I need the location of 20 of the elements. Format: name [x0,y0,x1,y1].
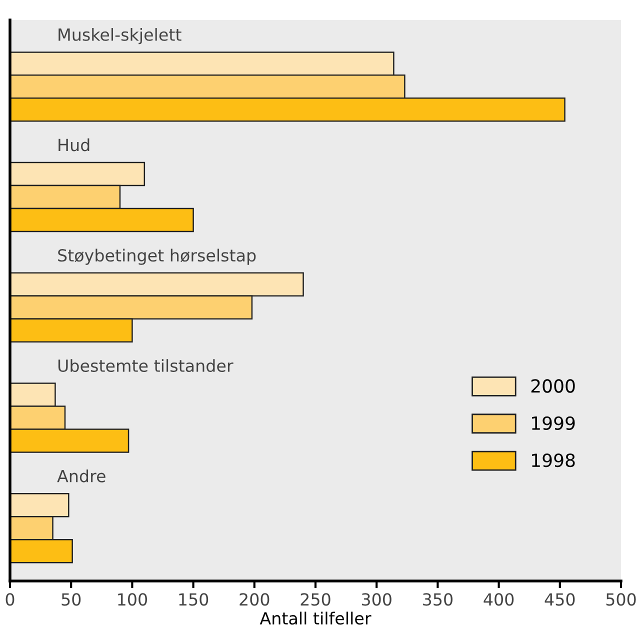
x-tick-label: 300 [362,593,392,606]
x-tick-label: 50 [62,593,81,606]
x-tick-label: 350 [423,593,452,606]
y-tick-label: Støybetinget hørselstap [58,248,256,265]
legend-label: 2000 [531,379,575,393]
x-tick-label: 450 [544,593,575,606]
x-tick-label: 500 [606,593,636,606]
y-tick-label: Muskel-skjelett [58,28,182,44]
x-tick-label: 250 [300,593,330,606]
x-axis-title: Antall tilfeller [260,612,372,625]
x-tick-label: 100 [118,593,147,606]
x-tick-label: 150 [179,593,208,606]
legend-label: 1999 [532,416,575,430]
x-tick-label: 200 [240,593,270,606]
legend-label: 1998 [532,453,575,468]
y-tick-label: Hud [58,138,90,152]
x-tick-label: 0 [6,593,14,606]
y-tick-label: Ubestemte tilstander [58,359,234,372]
y-tick-label: Andre [57,469,106,482]
x-tick-label: 400 [484,593,514,606]
